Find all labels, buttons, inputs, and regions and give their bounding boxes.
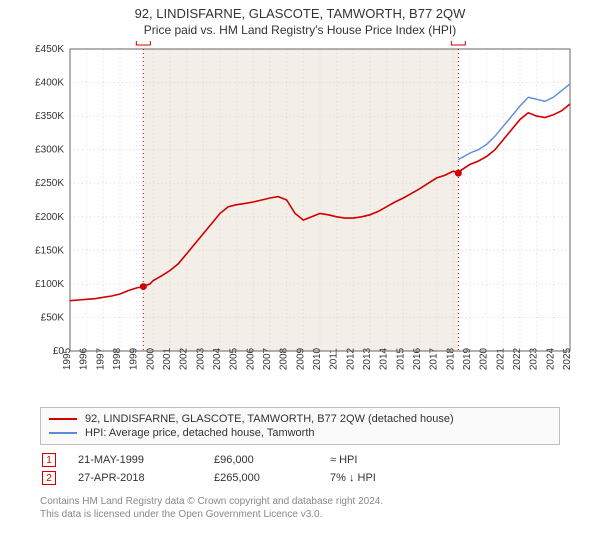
footer: Contains HM Land Registry data © Crown c…: [40, 495, 560, 521]
sale-row-price: £265,000: [214, 472, 314, 484]
sale-row-diff: ≈ HPI: [330, 454, 450, 466]
chart-subtitle: Price paid vs. HM Land Registry's House …: [0, 21, 600, 41]
sale-row: 1 21-MAY-1999 £96,000 ≈ HPI: [40, 451, 560, 469]
y-tick-label: £350K: [35, 111, 64, 122]
sale-dot: [455, 170, 462, 177]
y-tick-label: £300K: [35, 145, 64, 156]
footer-line-2: This data is licensed under the Open Gov…: [40, 508, 560, 521]
sale-row-marker: 2: [42, 471, 56, 485]
legend-label: HPI: Average price, detached house, Tamw…: [85, 427, 315, 439]
chart-area: £0£50K£100K£150K£200K£250K£300K£350K£400…: [20, 41, 580, 401]
sale-row-diff: 7% ↓ HPI: [330, 472, 450, 484]
legend-row: 92, LINDISFARNE, GLASCOTE, TAMWORTH, B77…: [49, 412, 551, 426]
legend-swatch: [49, 418, 77, 420]
sale-marker-number: 1: [141, 41, 147, 44]
sales-table: 1 21-MAY-1999 £96,000 ≈ HPI 2 27-APR-2018 £265…: [40, 451, 560, 487]
sale-row-date: 21-MAY-1999: [78, 454, 198, 466]
y-tick-label: £150K: [35, 245, 64, 256]
legend-row: HPI: Average price, detached house, Tamw…: [49, 426, 551, 440]
legend-swatch: [49, 432, 77, 434]
chart-title: 92, LINDISFARNE, GLASCOTE, TAMWORTH, B77…: [0, 0, 600, 21]
chart-container: 92, LINDISFARNE, GLASCOTE, TAMWORTH, B77…: [0, 0, 600, 560]
sale-row-date: 27-APR-2018: [78, 472, 198, 484]
legend: 92, LINDISFARNE, GLASCOTE, TAMWORTH, B77…: [40, 407, 560, 445]
footer-line-1: Contains HM Land Registry data © Crown c…: [40, 495, 560, 508]
y-tick-label: £400K: [35, 78, 64, 89]
sale-row-marker: 1: [42, 453, 56, 467]
y-tick-label: £250K: [35, 178, 64, 189]
sale-dot: [140, 283, 147, 290]
chart-svg: £0£50K£100K£150K£200K£250K£300K£350K£400…: [20, 41, 580, 401]
y-tick-label: £100K: [35, 279, 64, 290]
y-tick-label: £50K: [41, 312, 65, 323]
sale-marker-number: 2: [456, 41, 462, 44]
sale-row-price: £96,000: [214, 454, 314, 466]
sale-row: 2 27-APR-2018 £265,000 7% ↓ HPI: [40, 469, 560, 487]
shaded-band: [143, 49, 458, 351]
y-tick-label: £200K: [35, 212, 64, 223]
legend-label: 92, LINDISFARNE, GLASCOTE, TAMWORTH, B77…: [85, 413, 454, 425]
y-tick-label: £450K: [35, 44, 64, 55]
